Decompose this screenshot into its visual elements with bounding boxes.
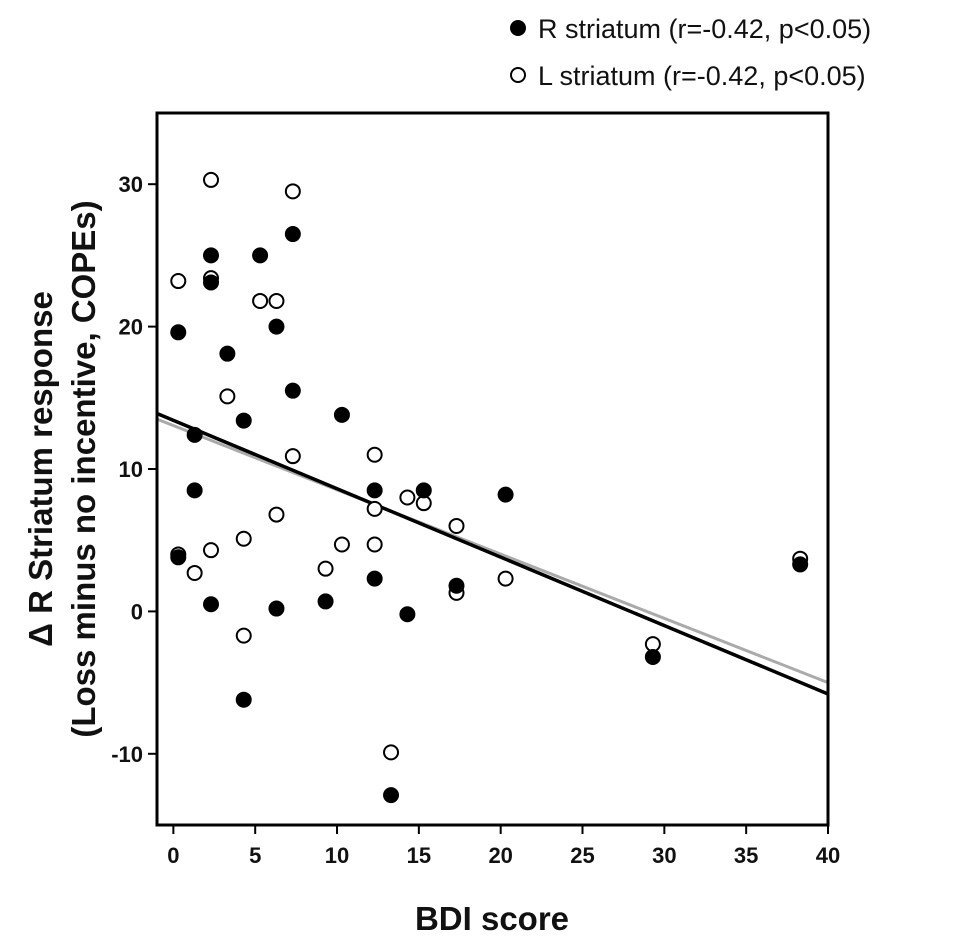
r-striatum-point [366,482,383,499]
r-striatum-point [203,247,220,264]
r-striatum-point [170,324,187,341]
x-tick-label: 15 [407,843,431,868]
l-striatum-point [203,542,220,559]
l-striatum-point [317,560,334,577]
r-striatum-point [284,226,301,243]
x-tick-label: 40 [816,843,840,868]
x-tick-label: 0 [167,843,179,868]
x-tick-label: 30 [652,843,676,868]
l-striatum-point [366,500,383,517]
x-tick-label: 25 [570,843,594,868]
legend-label-l-striatum: L striatum (r=-0.42, p<0.05) [538,61,866,91]
r-striatum-point [317,593,334,610]
r-striatum-point [203,596,220,613]
y-tick-label: 20 [119,315,143,340]
x-tick-label: 35 [734,843,758,868]
x-axis: 0 5 10 15 20 25 30 35 40 [167,825,840,868]
fit-lines [156,411,829,696]
fit-line [156,417,829,684]
x-tick-label: 5 [249,843,261,868]
legend-label-r-striatum: R striatum (r=-0.42, p<0.05) [538,14,871,44]
r-striatum-point [284,382,301,399]
l-striatum-point [268,292,285,309]
l-striatum-point [186,564,203,581]
r-striatum-point [383,787,400,804]
l-striatum-point [252,292,269,309]
l-striatum-point [203,171,220,188]
r-striatum-point [448,577,465,594]
r-striatum-point [415,482,432,499]
x-tick-label: 20 [488,843,512,868]
plot-frame [155,111,830,827]
l-striatum-point [399,489,416,506]
y-tick-label: 10 [119,457,143,482]
r-striatum-point [170,549,187,566]
r-striatum-point [399,606,416,623]
legend: R striatum (r=-0.42, p<0.05) L striatum … [510,14,871,91]
l-striatum-point [366,536,383,553]
l-striatum-point [448,517,465,534]
l-striatum-point [284,183,301,200]
r-striatum-point [186,482,203,499]
y-tick-label: 30 [119,172,143,197]
l-striatum-point [383,744,400,761]
l-striatum-point [268,506,285,523]
r-striatum-point [268,600,285,617]
r-striatum-point [333,406,350,423]
r-striatum-point [252,247,269,264]
legend-marker-r-striatum [510,20,526,36]
l-striatum-point [284,448,301,465]
l-striatum-point [366,446,383,463]
r-striatum-point [235,412,252,429]
r-striatum-point [186,426,203,443]
l-striatum-point [170,273,187,290]
data-points [170,171,809,804]
y-axis-title-line2: (Loss minus no incentive, COPEs) [65,200,102,737]
l-striatum-point [333,536,350,553]
l-striatum-point [235,627,252,644]
r-striatum-point [497,486,514,503]
l-striatum-point [497,570,514,587]
r-striatum-point [219,345,236,362]
y-tick-label: 0 [131,599,143,624]
y-tick-label: -10 [111,742,143,767]
r-striatum-point [792,556,809,573]
fit-line [156,411,829,696]
r-striatum-point [235,691,252,708]
r-striatum-point [644,648,661,665]
r-striatum-point [203,274,220,291]
l-striatum-point [235,530,252,547]
l-striatum-point [219,388,236,405]
y-axis: -10 0 10 20 30 [111,172,157,767]
r-striatum-point [366,570,383,587]
x-axis-title: BDI score [415,900,569,937]
x-tick-label: 10 [325,843,349,868]
legend-marker-l-striatum [510,67,526,83]
y-axis-title-line1: Δ R Striatum response [22,291,59,647]
r-striatum-point [268,318,285,335]
